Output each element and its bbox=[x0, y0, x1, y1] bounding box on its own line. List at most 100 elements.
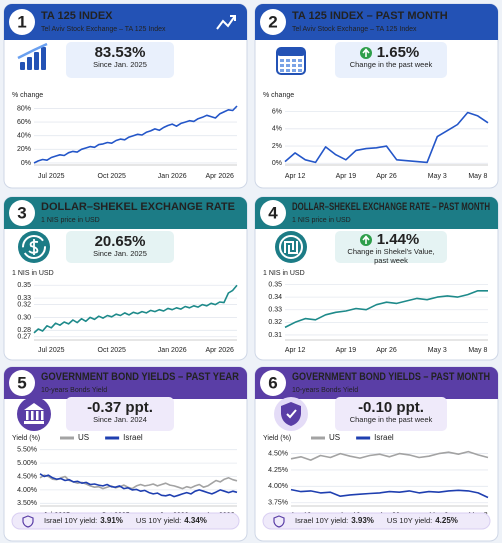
panel-header bbox=[4, 221, 247, 229]
y-tick-label: 0.32 bbox=[268, 319, 282, 326]
panel-subtitle: Tel Aviv Stock Exchange – TA 125 Index bbox=[292, 26, 417, 33]
x-tick-label: Oct 2025 bbox=[98, 347, 127, 354]
x-tick-label: May 3 bbox=[428, 347, 447, 354]
panel: 1 TA 125 INDEX Tel Aviv Stock Exchange – T… bbox=[3, 3, 248, 189]
y-tick-label: 20% bbox=[17, 146, 31, 153]
icon-part bbox=[34, 52, 39, 70]
panel-header bbox=[4, 4, 247, 40]
stat-box bbox=[66, 42, 174, 78]
number-badge bbox=[260, 9, 286, 35]
icon-part bbox=[17, 42, 48, 60]
x-tick-label: May 8 bbox=[468, 173, 487, 180]
y-axis-label: Yield (%) bbox=[263, 435, 291, 442]
icon-part bbox=[281, 402, 301, 426]
footer-box bbox=[11, 512, 240, 530]
stat-value: 1.65% bbox=[377, 44, 420, 61]
y-tick-label: 5.50% bbox=[17, 447, 37, 454]
number-badge bbox=[9, 200, 35, 226]
x-tick-label: Apr 2026 bbox=[206, 347, 235, 354]
panel-number: 3 bbox=[17, 203, 26, 222]
panel-subtitle: Tel Aviv Stock Exchange – TA 125 Index bbox=[41, 26, 166, 33]
footer-box bbox=[262, 512, 491, 530]
stat-value: -0.10 ppt. bbox=[358, 399, 424, 416]
legend-label: US bbox=[329, 433, 340, 442]
panel-title: TA 125 INDEX bbox=[41, 10, 113, 22]
panel-title: DOLLAR–SHEKEL EXCHANGE RATE – PAST MONTH bbox=[292, 201, 490, 213]
y-axis-label: 1 NIS in USD bbox=[12, 270, 54, 277]
icon-part bbox=[36, 411, 39, 420]
y-tick-label: 0.32 bbox=[17, 301, 31, 308]
x-tick-label: Apr 26 bbox=[376, 173, 397, 180]
legend-label: Israel bbox=[374, 433, 394, 442]
stat-value: -0.37 ppt. bbox=[87, 399, 153, 416]
panel-number: 5 bbox=[17, 373, 26, 392]
panel: 4 DOLLAR–SHEKEL EXCHANGE RATE – PAST MONT… bbox=[254, 196, 499, 361]
panel-subtitle: 10-years Bonds Yield bbox=[292, 387, 358, 394]
panel: 5 GOVERNMENT BOND YIELDS – PAST YEAR 10-ye… bbox=[3, 366, 248, 542]
y-tick-label: 40% bbox=[17, 133, 31, 140]
icon-part bbox=[292, 59, 296, 62]
icon-part bbox=[41, 411, 44, 420]
number-badge bbox=[9, 370, 35, 396]
icon-part bbox=[279, 235, 303, 259]
icon-part bbox=[41, 47, 46, 70]
y-tick-label: 4.00% bbox=[17, 487, 37, 494]
panel-title: GOVERNMENT BOND YIELDS – PAST MONTH bbox=[292, 371, 490, 383]
y-axis-label: Yield (%) bbox=[12, 435, 40, 442]
footer-label: US 10Y yield: bbox=[387, 516, 432, 525]
panel-number: 1 bbox=[17, 12, 26, 31]
footer-label: Israel 10Y yield: bbox=[295, 516, 348, 525]
up-icon bbox=[362, 235, 370, 244]
x-tick-label: Oct 2025 bbox=[98, 173, 127, 180]
y-tick-label: 0% bbox=[21, 160, 31, 167]
icon-part bbox=[24, 421, 44, 424]
panel-header bbox=[4, 32, 247, 40]
icon-part bbox=[27, 57, 32, 70]
y-tick-label: 2% bbox=[272, 143, 282, 150]
icon-part bbox=[284, 241, 298, 254]
number-badge bbox=[260, 200, 286, 226]
footer-value: 4.25% bbox=[435, 516, 458, 525]
x-tick-label: May 3 bbox=[428, 173, 447, 180]
stat-box bbox=[66, 231, 174, 263]
x-tick-label: Apr 26 bbox=[376, 347, 397, 354]
x-tick-label: Apr 19 bbox=[336, 173, 357, 180]
y-tick-label: 0.31 bbox=[268, 332, 282, 339]
icon-part bbox=[292, 64, 296, 67]
number-badge bbox=[9, 9, 35, 35]
y-tick-label: 0.35 bbox=[17, 282, 31, 289]
stat-label: Change in Shekel's Value, bbox=[347, 247, 434, 256]
y-tick-label: 4.50% bbox=[268, 450, 288, 457]
icon-part bbox=[286, 59, 290, 62]
y-tick-label: 6% bbox=[272, 108, 282, 115]
stat-value: 1.44% bbox=[377, 231, 420, 248]
data-line bbox=[33, 105, 238, 164]
panel: 3 DOLLAR–SHEKEL EXCHANGE RATE 1 NIS price … bbox=[3, 196, 248, 361]
y-tick-label: 60% bbox=[17, 119, 31, 126]
footer-icon bbox=[22, 515, 34, 528]
panel-subtitle: 1 NIS price in USD bbox=[41, 217, 100, 224]
x-tick-label: Jul 2025 bbox=[38, 173, 65, 180]
legend-label: US bbox=[78, 433, 89, 442]
y-axis-label: % change bbox=[12, 92, 43, 99]
panel-title: DOLLAR–SHEKEL EXCHANGE RATE bbox=[41, 201, 235, 213]
x-tick-label: Jan 2026 bbox=[158, 347, 187, 354]
y-tick-label: 0.33 bbox=[17, 295, 31, 302]
stat-box bbox=[335, 397, 447, 431]
panel-subtitle: 1 NIS price in USD bbox=[292, 217, 351, 224]
y-tick-label: 0.35 bbox=[268, 281, 282, 288]
y-axis-label: % change bbox=[263, 92, 294, 99]
icon-part bbox=[298, 59, 302, 62]
stat-value: 20.65% bbox=[95, 233, 146, 250]
legend-label: Israel bbox=[123, 433, 143, 442]
panel: 2 TA 125 INDEX – PAST MONTH Tel Aviv Stock… bbox=[254, 3, 499, 189]
footer-value: 3.93% bbox=[351, 516, 374, 525]
icon-part bbox=[20, 62, 25, 70]
x-tick-label: Apr 19 bbox=[336, 347, 357, 354]
stat-label: Since Jan. 2025 bbox=[93, 60, 147, 69]
stat-label: Change in the past week bbox=[350, 60, 433, 69]
icon-part bbox=[280, 64, 284, 67]
icon-part bbox=[286, 69, 290, 72]
